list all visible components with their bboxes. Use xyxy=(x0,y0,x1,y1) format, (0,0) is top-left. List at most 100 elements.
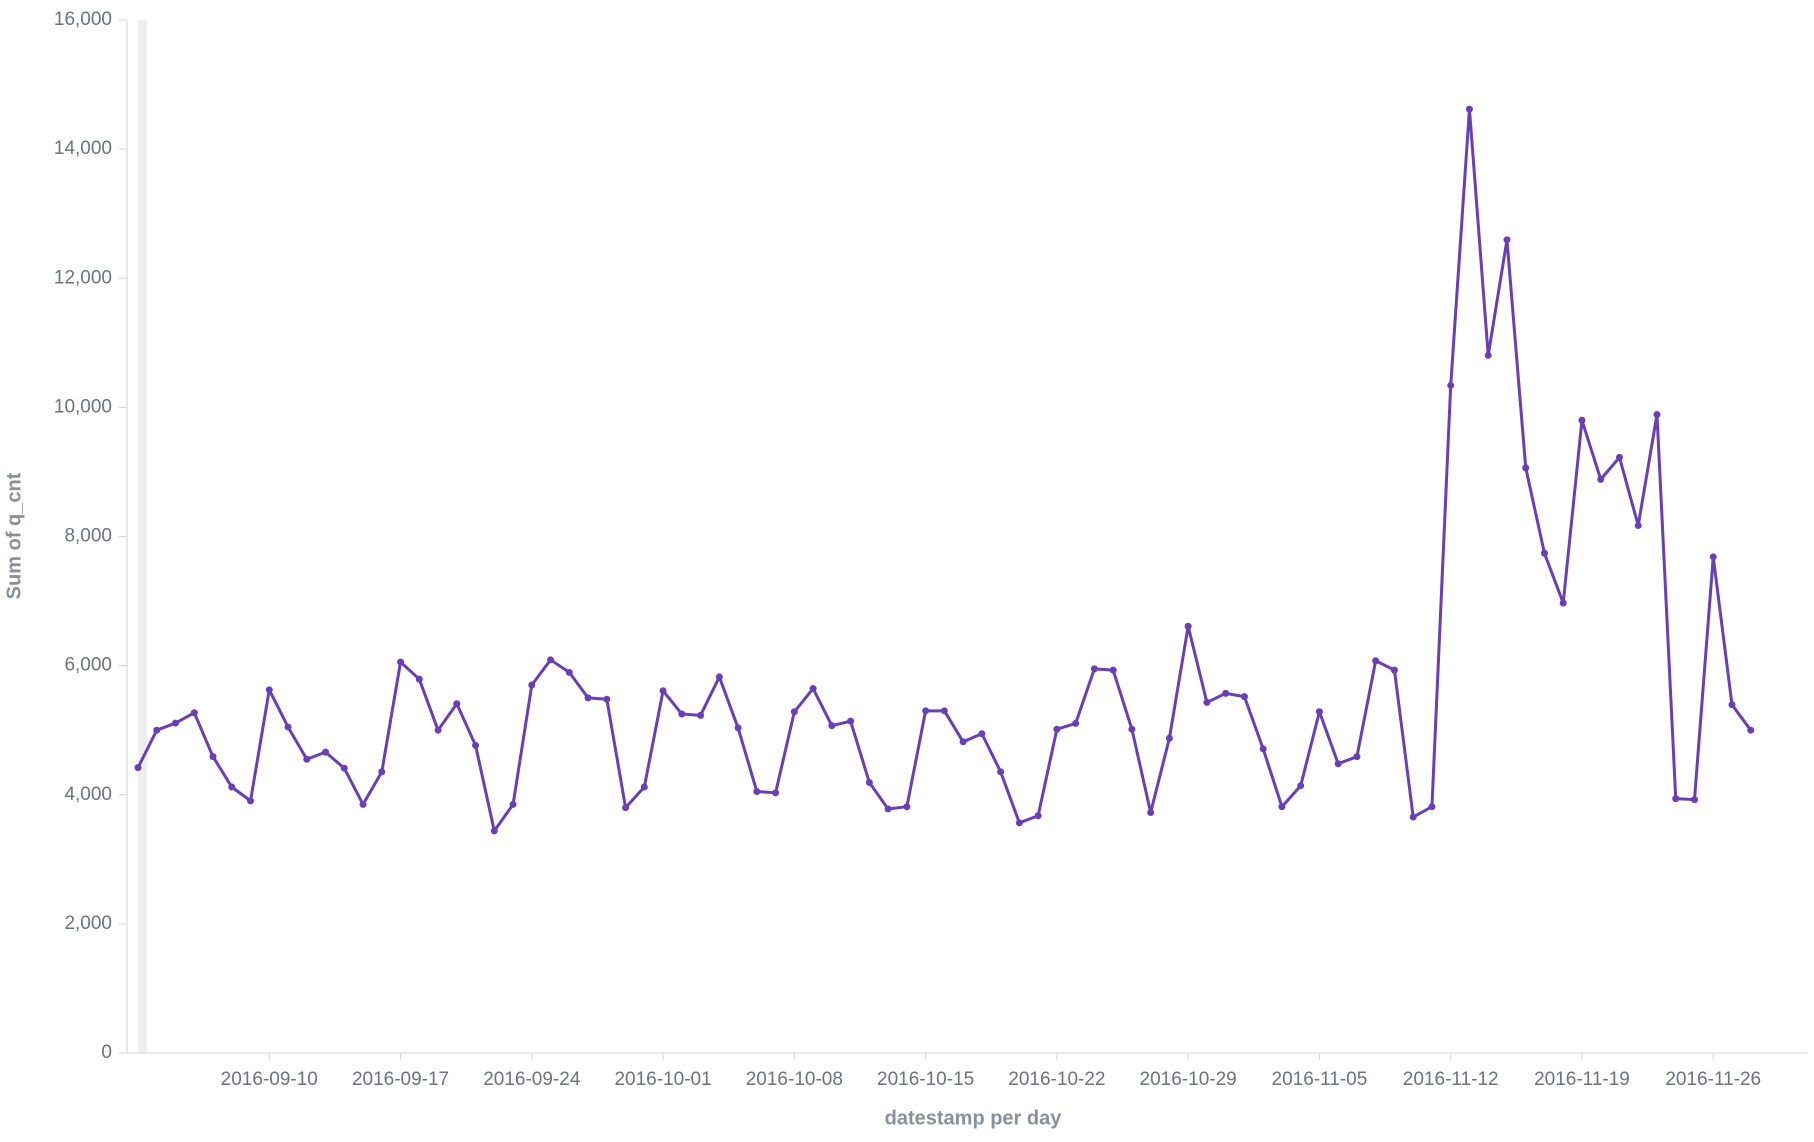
x-tick-label: 2016-10-22 xyxy=(1008,1069,1105,1090)
point xyxy=(1465,105,1473,113)
point xyxy=(1690,796,1698,804)
point xyxy=(1390,666,1398,674)
point xyxy=(1634,522,1642,530)
point xyxy=(1072,719,1080,727)
y-tick-label: 4,000 xyxy=(64,784,112,805)
y-axis-title: Sum of q_cnt xyxy=(3,472,25,599)
point xyxy=(697,711,705,719)
point xyxy=(397,658,405,666)
x-tick-label: 2016-11-12 xyxy=(1403,1069,1499,1090)
x-tick-label: 2016-09-10 xyxy=(221,1069,318,1090)
y-tick-label: 6,000 xyxy=(64,655,112,676)
point xyxy=(1034,812,1042,820)
point xyxy=(1278,803,1286,811)
point xyxy=(547,656,555,664)
x-tick-label: 2016-09-17 xyxy=(352,1069,449,1090)
point xyxy=(1203,698,1211,706)
point xyxy=(959,738,967,746)
point xyxy=(434,726,442,734)
point xyxy=(1709,553,1717,561)
y-tick-label: 0 xyxy=(101,1042,112,1063)
point xyxy=(1334,760,1342,768)
point xyxy=(1222,689,1230,697)
y-tick-label: 2,000 xyxy=(64,913,112,934)
point xyxy=(1184,622,1192,630)
point xyxy=(603,695,611,703)
point xyxy=(1484,351,1492,359)
point xyxy=(865,778,873,786)
point xyxy=(1653,410,1661,418)
point xyxy=(528,681,536,689)
point xyxy=(265,686,273,694)
point xyxy=(1353,753,1361,761)
point xyxy=(1578,416,1586,424)
point xyxy=(1015,819,1023,827)
point xyxy=(1672,795,1680,803)
point xyxy=(772,789,780,797)
point xyxy=(153,726,161,734)
point xyxy=(190,709,198,717)
y-tick-label: 16,000 xyxy=(54,9,112,30)
point xyxy=(172,719,180,727)
y-tick-label: 14,000 xyxy=(54,138,112,159)
point xyxy=(1597,475,1605,483)
x-axis-title: datestamp per day xyxy=(885,1107,1063,1129)
x-tick-label: 2016-10-01 xyxy=(614,1069,711,1090)
point xyxy=(828,722,836,730)
point xyxy=(1615,453,1623,461)
point xyxy=(1447,381,1455,389)
point xyxy=(1559,599,1567,607)
y-tick-label: 8,000 xyxy=(64,526,112,547)
point xyxy=(1728,701,1736,709)
point xyxy=(209,753,217,761)
point xyxy=(359,800,367,808)
point xyxy=(453,700,461,708)
point xyxy=(1428,803,1436,811)
point xyxy=(715,673,723,681)
point xyxy=(922,707,930,715)
point xyxy=(809,685,817,693)
x-tick-label: 2016-11-26 xyxy=(1665,1069,1761,1090)
x-tick-label: 2016-10-08 xyxy=(746,1069,843,1090)
point xyxy=(1165,734,1173,742)
point xyxy=(340,764,348,772)
point xyxy=(284,723,292,731)
line xyxy=(136,107,1752,833)
point xyxy=(790,708,798,716)
point xyxy=(415,675,423,683)
point xyxy=(1240,693,1248,701)
point xyxy=(940,707,948,715)
point xyxy=(247,797,255,805)
point xyxy=(753,788,761,796)
point xyxy=(584,694,592,702)
point xyxy=(565,668,573,676)
point xyxy=(903,803,911,811)
point xyxy=(1297,782,1305,790)
point xyxy=(322,748,330,756)
point xyxy=(622,804,630,812)
point xyxy=(997,768,1005,776)
y-tick-label: 10,000 xyxy=(54,396,112,417)
y-tick-label: 12,000 xyxy=(54,267,112,288)
point xyxy=(1315,708,1323,716)
point xyxy=(490,827,498,835)
point xyxy=(134,764,142,772)
point xyxy=(1409,813,1417,821)
x-tick-label: 2016-11-19 xyxy=(1534,1069,1630,1090)
point xyxy=(303,755,311,763)
point xyxy=(228,783,236,791)
x-tick-label: 2016-10-29 xyxy=(1140,1069,1237,1090)
point xyxy=(1128,725,1136,733)
x-tick-label: 2016-10-15 xyxy=(877,1069,974,1090)
x-tick-label: 2016-09-24 xyxy=(483,1069,581,1090)
point xyxy=(659,687,667,695)
point xyxy=(1522,464,1530,472)
point xyxy=(378,768,386,776)
point xyxy=(1109,666,1117,674)
point xyxy=(1540,549,1548,557)
left-band xyxy=(138,20,147,1053)
point xyxy=(734,724,742,732)
point xyxy=(1053,725,1061,733)
